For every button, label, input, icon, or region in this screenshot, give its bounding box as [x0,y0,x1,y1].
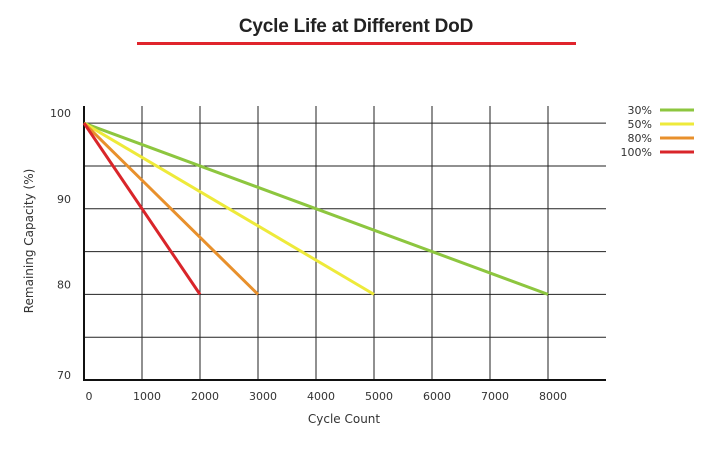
series-line-50pct [83,121,375,296]
series-line-80pct [82,122,260,296]
x-tick-label: 7000 [481,390,509,403]
y-axis-ticks: 70 80 90 100 [50,107,71,382]
y-tick-label: 100 [50,107,71,120]
x-tick-label: 0 [86,390,93,403]
x-tick-label: 2000 [191,390,219,403]
x-tick-label: 8000 [539,390,567,403]
title-underline [137,42,576,45]
y-tick-label: 90 [57,193,71,206]
x-tick-label: 4000 [307,390,335,403]
legend-label: 100% [621,146,652,159]
series-line-30pct [83,121,549,296]
y-tick-label: 80 [57,278,71,291]
x-axis-ticks: 0 1000 2000 3000 4000 5000 6000 7000 8000 [86,390,568,403]
series-lines [82,121,549,296]
legend-label: 50% [628,118,652,131]
x-axis-label: Cycle Count [308,412,381,426]
chart-title: Cycle Life at Different DoD [238,16,474,37]
x-tick-label: 6000 [423,390,451,403]
x-tick-label: 5000 [365,390,393,403]
series-line-100pct [82,122,202,296]
axes [83,106,606,381]
y-axis-label: Remaining Capacity (%) [22,169,36,314]
legend-label: 30% [628,104,652,117]
y-tick-label: 70 [57,369,71,382]
x-tick-label: 3000 [249,390,277,403]
grid [84,106,606,380]
legend: 30%50%80%100% [621,104,694,159]
legend-label: 80% [628,132,652,145]
x-tick-label: 1000 [133,390,161,403]
